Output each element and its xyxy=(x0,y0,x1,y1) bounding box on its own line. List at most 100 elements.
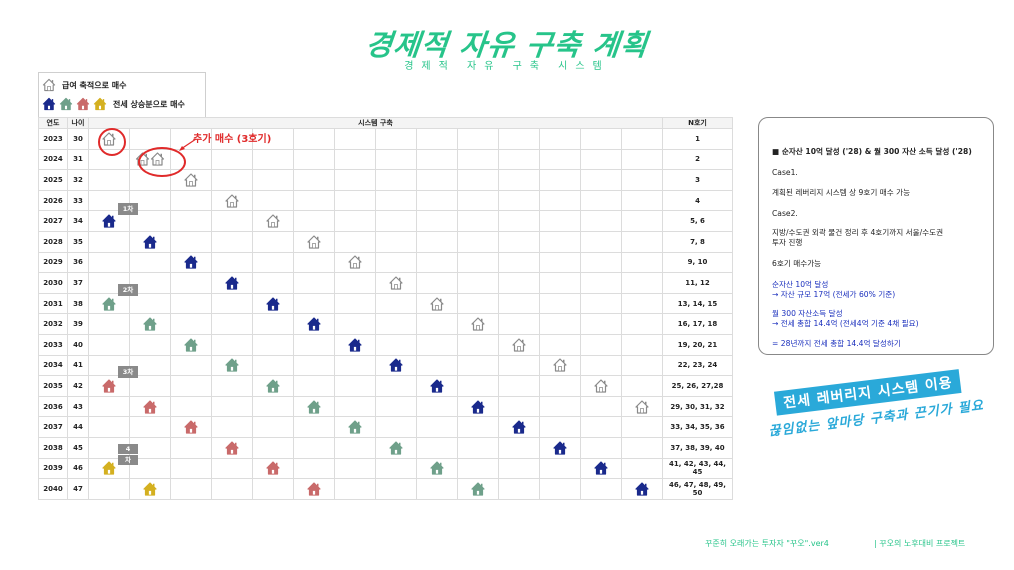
unit-count-cell: 1 xyxy=(662,128,733,150)
system-cell xyxy=(211,478,253,500)
system-cell xyxy=(211,189,253,212)
unit-count-cell: 25, 26, 27,28 xyxy=(662,375,733,397)
house-icon xyxy=(307,317,322,332)
system-cell xyxy=(539,230,581,253)
system-cell xyxy=(129,375,171,397)
age-cell: 42 xyxy=(67,375,89,397)
system-cell xyxy=(170,210,212,232)
system-cell xyxy=(498,354,540,377)
system-cell xyxy=(129,416,171,438)
system-cell xyxy=(334,375,376,397)
system-cell xyxy=(88,375,130,397)
system-cell xyxy=(416,436,458,459)
year-cell: 2027 xyxy=(38,210,68,232)
system-cell xyxy=(498,210,540,232)
system-cell xyxy=(416,189,458,212)
system-cell xyxy=(211,457,253,480)
age-cell: 34 xyxy=(67,210,89,232)
age-cell: 38 xyxy=(67,292,89,315)
system-cell xyxy=(498,128,540,150)
system-cell xyxy=(211,251,253,274)
system-cell xyxy=(375,313,417,335)
system-cell xyxy=(416,395,458,418)
system-cell xyxy=(621,457,663,480)
house-icon xyxy=(266,296,281,311)
table-row: 2023 30 1 xyxy=(38,128,733,150)
unit-count-cell: 22, 23, 24 xyxy=(662,354,733,377)
table-row: 2025 32 3 xyxy=(38,169,733,191)
house-icon xyxy=(102,214,117,229)
system-cell xyxy=(252,478,294,500)
system-cell xyxy=(375,251,417,274)
system-cell xyxy=(498,272,540,294)
system-cell xyxy=(580,395,622,418)
system-cell xyxy=(170,292,212,315)
system-cell xyxy=(170,251,212,274)
year-cell: 2035 xyxy=(38,375,68,397)
system-cell xyxy=(334,436,376,459)
house-icon xyxy=(512,420,527,435)
house-icon xyxy=(471,399,486,414)
system-cell xyxy=(498,251,540,274)
system-cell xyxy=(375,230,417,253)
system-cell xyxy=(539,128,581,150)
system-cell xyxy=(498,292,540,315)
age-cell: 40 xyxy=(67,333,89,356)
system-cell xyxy=(498,148,540,171)
system-cell xyxy=(580,354,622,377)
year-cell: 2025 xyxy=(38,169,68,191)
system-cell xyxy=(416,292,458,315)
system-cell xyxy=(334,457,376,480)
system-cell xyxy=(129,251,171,274)
unit-count-cell: 33, 34, 35, 36 xyxy=(662,416,733,438)
system-cell xyxy=(539,210,581,232)
table-row: 2039 46 41, 42, 43, 44, 45 xyxy=(38,457,733,480)
legend-row-salary: 급여 축적으로 매수 xyxy=(42,78,126,92)
system-cell xyxy=(457,436,499,459)
table-row: 2029 36 9, 10 xyxy=(38,251,733,274)
system-cell xyxy=(539,251,581,274)
year-cell: 2036 xyxy=(38,395,68,418)
system-cell xyxy=(621,230,663,253)
system-cell xyxy=(375,457,417,480)
table-row: 2032 39 16, 17, 18 xyxy=(38,313,733,335)
goal2-title: 월 300 자산소득 달성 xyxy=(772,309,843,318)
house-icon xyxy=(93,97,107,111)
system-cell xyxy=(375,272,417,294)
house-icon xyxy=(59,97,73,111)
summary-panel: ■ 순자산 10억 달성 ('28) & 월 300 자산 소득 달성 ('28… xyxy=(758,117,994,355)
system-cell xyxy=(580,128,622,150)
age-cell: 30 xyxy=(67,128,89,150)
year-cell: 2039 xyxy=(38,457,68,480)
system-cell xyxy=(375,292,417,315)
system-cell xyxy=(498,478,540,500)
system-cell xyxy=(129,395,171,418)
unit-count-cell: 9, 10 xyxy=(662,251,733,274)
system-cell xyxy=(621,333,663,356)
goal2-detail: → 전세 총합 14.4억 (전세4억 기준 4채 필요) xyxy=(772,319,919,328)
system-cell xyxy=(293,189,335,212)
table-row: 2037 44 33, 34, 35, 36 xyxy=(38,416,733,438)
system-cell xyxy=(621,251,663,274)
system-cell xyxy=(539,395,581,418)
legend-row-jeonse: 전세 상승분으로 매수 xyxy=(42,97,185,111)
system-cell xyxy=(170,354,212,377)
system-cell xyxy=(457,210,499,232)
house-icon xyxy=(430,296,445,311)
system-cell xyxy=(539,375,581,397)
system-cell xyxy=(170,416,212,438)
system-cell xyxy=(170,478,212,500)
table-row: 2036 43 29, 30, 31, 32 xyxy=(38,395,733,418)
table-row: 2028 35 7, 8 xyxy=(38,230,733,253)
system-cell xyxy=(498,230,540,253)
system-cell xyxy=(375,189,417,212)
system-cell xyxy=(416,251,458,274)
system-cell xyxy=(252,375,294,397)
system-cell xyxy=(293,128,335,150)
system-cell xyxy=(170,333,212,356)
system-cell xyxy=(293,436,335,459)
system-cell xyxy=(457,478,499,500)
system-cell xyxy=(252,189,294,212)
case1-text: 계획된 레버리지 시스템 상 9호기 매수 가능 xyxy=(772,188,911,197)
system-cell xyxy=(293,251,335,274)
